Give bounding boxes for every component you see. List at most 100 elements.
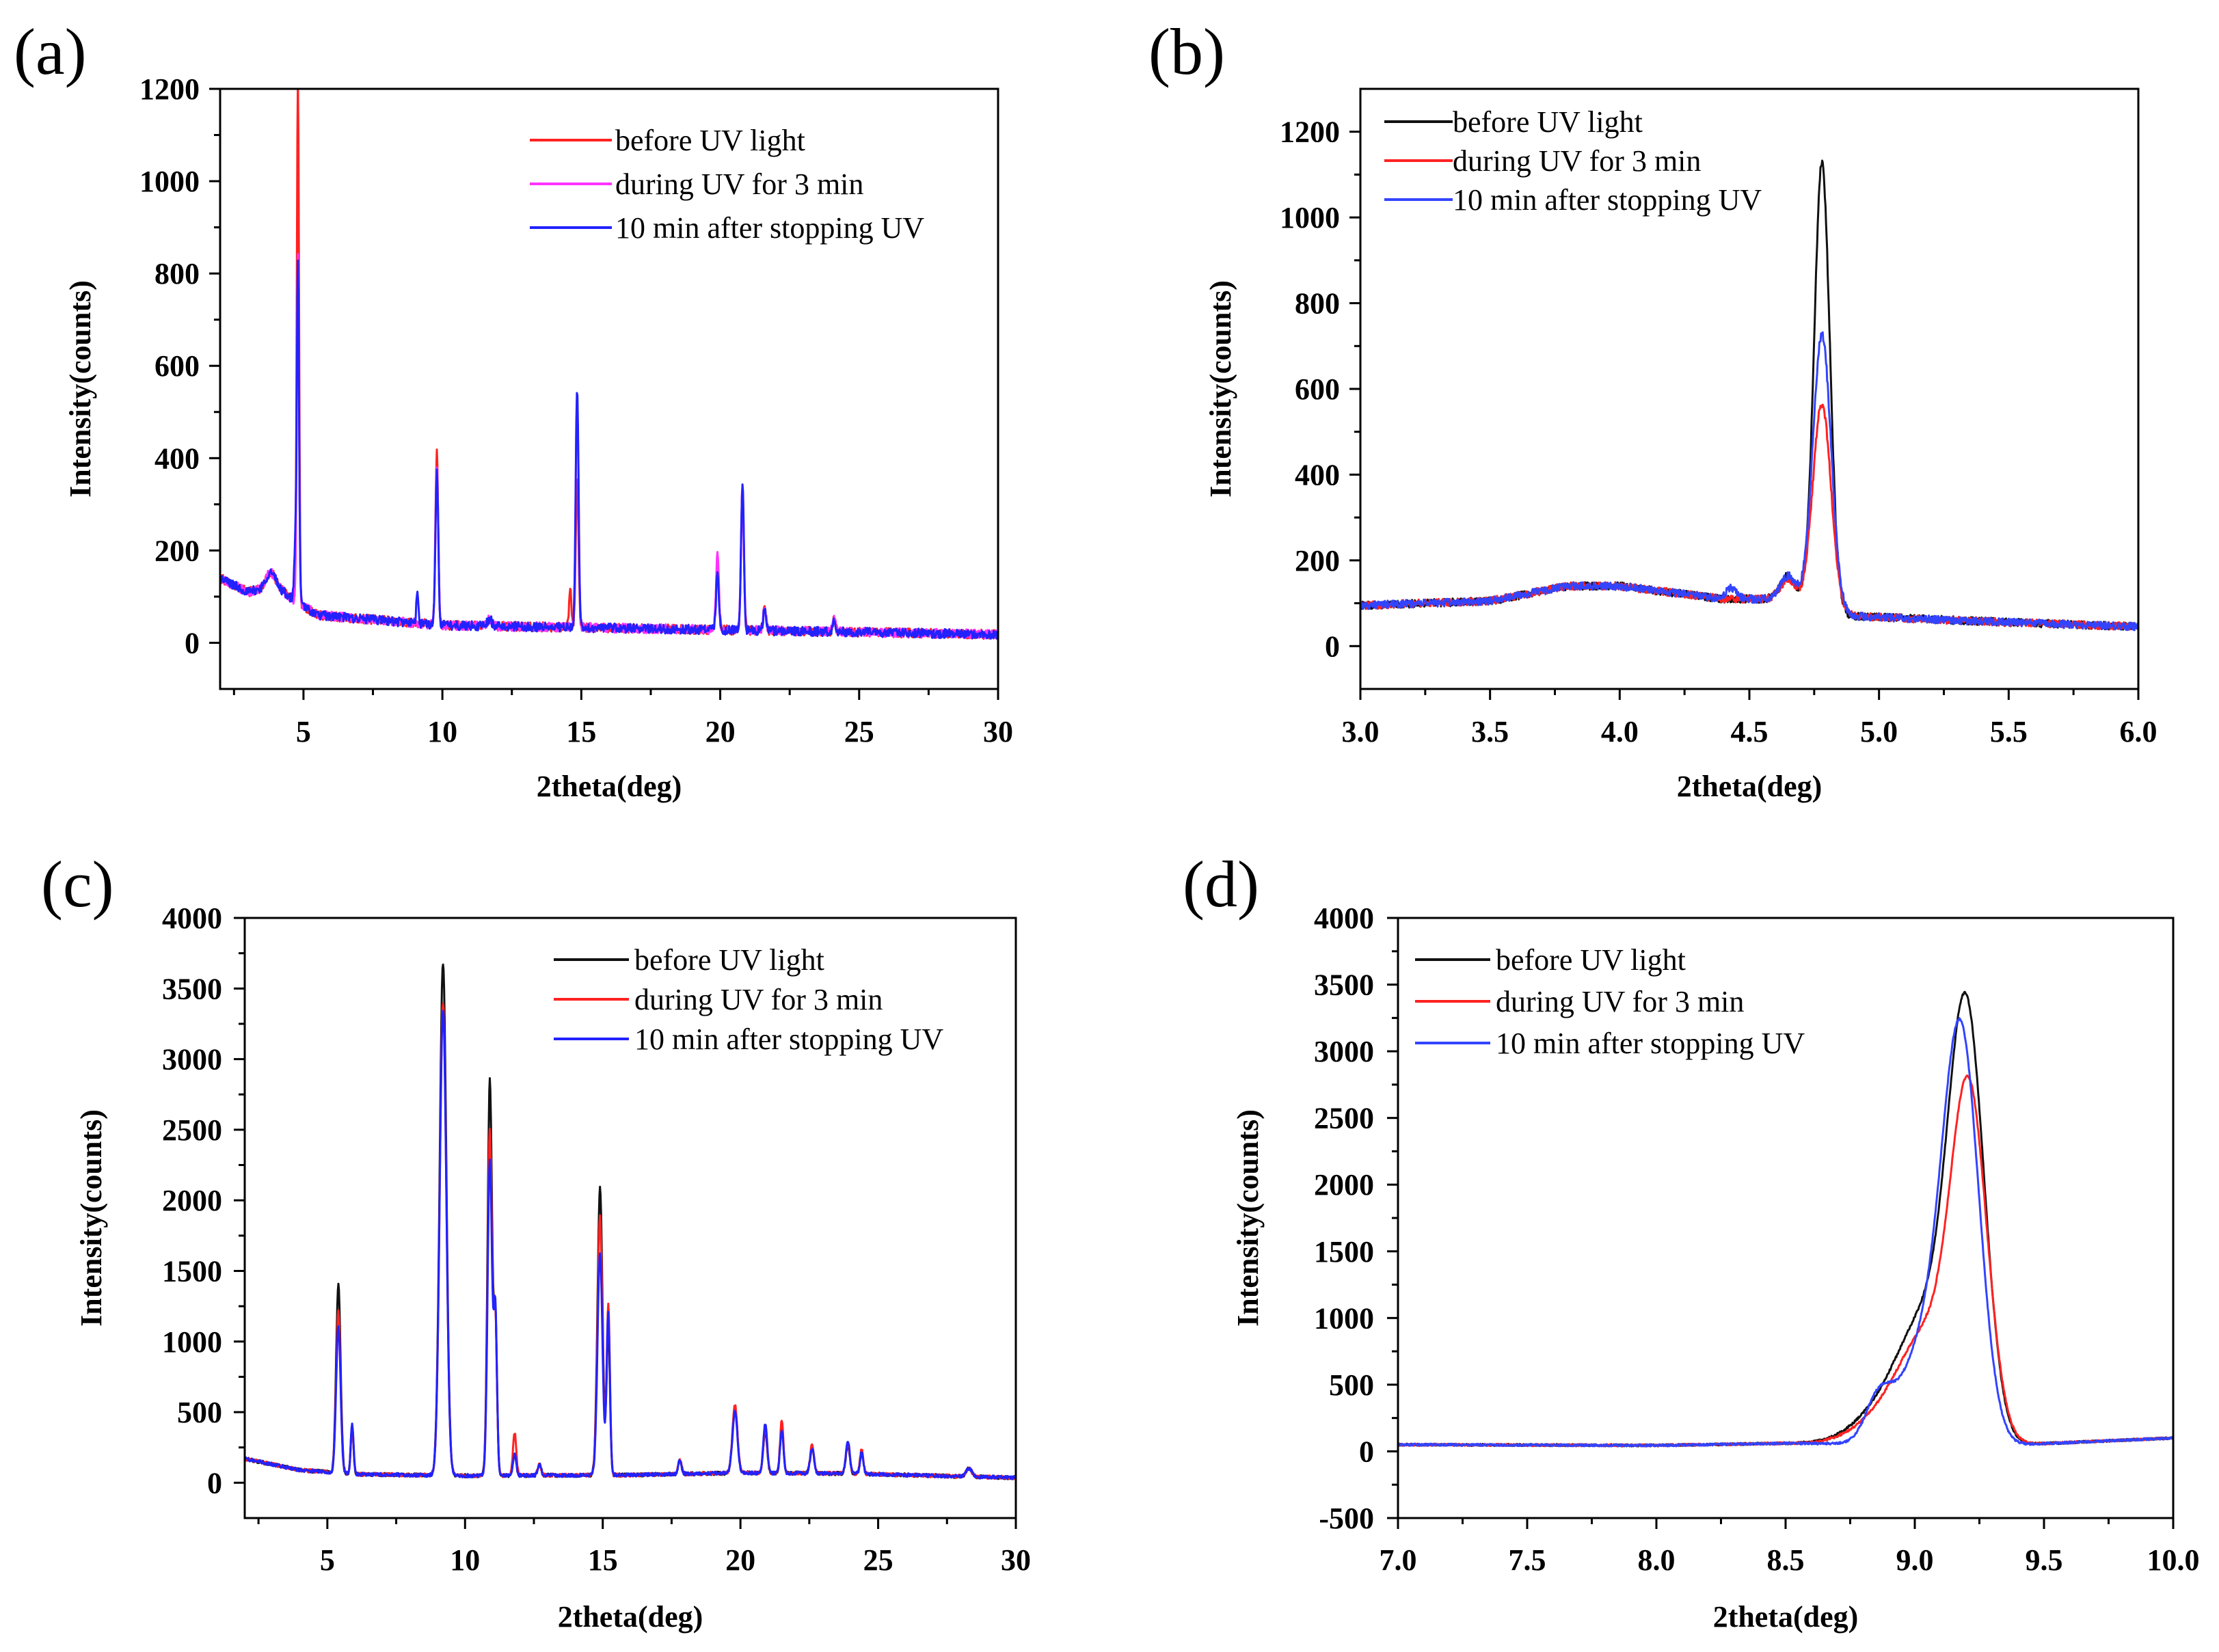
legend-label: before UV light: [615, 124, 805, 157]
series-line-3: [1398, 1017, 2173, 1448]
x-tick-label: 5: [296, 715, 311, 748]
series-line-1: [1398, 990, 2173, 1448]
series-line-2: [1398, 1074, 2173, 1448]
y-tick-label: 1200: [139, 72, 200, 106]
x-tick-label: 4.5: [1731, 715, 1769, 748]
y-tick-label: 500: [1329, 1368, 1374, 1402]
y-tick-label: 1000: [1314, 1301, 1374, 1335]
chart-panel-a: (a) 5 10 15 20 25 30 0 200 400 600 800 1000 1200 2thet…: [14, 15, 1013, 803]
x-tick-label: 7.5: [1509, 1543, 1546, 1577]
series-line-3: [1360, 331, 2138, 632]
series-line-2: [245, 1003, 1016, 1480]
y-tick-label: 400: [1295, 458, 1340, 491]
x-tick-label: 6.0: [2120, 715, 2157, 748]
x-tick-label: 3.0: [1342, 715, 1380, 748]
x-tick-label: 20: [705, 715, 736, 748]
legend-label: during UV for 3 min: [1496, 985, 1744, 1018]
legend-label: before UV light: [1496, 943, 1686, 977]
x-tick-label: 25: [863, 1543, 893, 1577]
y-tick-label: 1000: [139, 165, 200, 198]
legend-label: during UV for 3 min: [615, 167, 863, 201]
series-line-1: [220, 89, 998, 640]
y-tick-label: 200: [1295, 544, 1340, 578]
x-tick-label: 10: [427, 715, 457, 748]
y-tick-label: 0: [1359, 1435, 1374, 1468]
series-line-3: [220, 259, 998, 640]
y-tick-label: 600: [1295, 373, 1340, 406]
y-tick-label: 800: [1295, 287, 1340, 321]
y-tick-label: 1000: [162, 1325, 222, 1359]
legend-label: during UV for 3 min: [634, 983, 883, 1016]
panel-label: (b): [1148, 15, 1225, 88]
y-tick-label: 3000: [1314, 1035, 1374, 1068]
plot-frame: [243, 917, 1017, 1519]
x-tick-label: 10.0: [2147, 1543, 2200, 1577]
y-tick-label: 1200: [1280, 116, 1340, 149]
x-axis-title: 2theta(deg): [1677, 770, 1823, 803]
chart-panel-b: (b) 3.0 3.5 4.0 4.5 5.0 5.5 6.0 0 200 400 600 800 100…: [1148, 15, 2157, 803]
y-tick-label: 0: [185, 626, 200, 660]
legend-label: before UV light: [1453, 105, 1643, 139]
panel-label: (a): [14, 15, 87, 88]
y-tick-label: 2000: [1314, 1168, 1374, 1202]
series-line-3: [245, 1010, 1016, 1480]
x-axis-title: 2theta(deg): [537, 770, 682, 803]
legend-label: 10 min after stopping UV: [615, 211, 924, 245]
y-tick-label: 2000: [162, 1184, 222, 1217]
x-tick-label: 5: [320, 1543, 335, 1577]
legend-label: 10 min after stopping UV: [634, 1023, 943, 1056]
y-axis-title: Intensity(counts): [75, 1109, 108, 1327]
y-tick-label: 400: [154, 442, 200, 475]
y-tick-label: 500: [177, 1396, 222, 1429]
y-tick-label: 4000: [162, 902, 222, 935]
x-tick-label: 8.5: [1767, 1543, 1805, 1577]
x-tick-label: 9.0: [1896, 1543, 1934, 1577]
y-tick-label: 600: [154, 349, 200, 383]
y-tick-label: 0: [207, 1466, 222, 1500]
legend-label: during UV for 3 min: [1453, 144, 1701, 178]
legend-label: before UV light: [634, 943, 824, 977]
panel-label: (c): [41, 848, 114, 921]
series-line-1: [1360, 159, 2138, 631]
y-tick-label: 2500: [162, 1113, 222, 1147]
y-tick-label: 1500: [162, 1254, 222, 1288]
x-tick-label: 5.0: [1860, 715, 1898, 748]
y-tick-label: -500: [1319, 1502, 1374, 1535]
x-tick-label: 9.5: [2026, 1543, 2063, 1577]
y-tick-label: 4000: [1314, 902, 1374, 935]
chart-panel-c: (c) 5 10 15 20 25 30 0 500 1000 1500 2000 2500 3000 35…: [41, 848, 1031, 1634]
chart-panel-d: (d) 7.0 7.5 8.0 8.5 9.0 9.5 10.0 -500 0 500 1000 150…: [1183, 848, 2200, 1634]
x-tick-label: 4.0: [1601, 715, 1639, 748]
x-tick-label: 7.0: [1380, 1543, 1417, 1577]
plot-frame: [219, 87, 999, 690]
y-tick-label: 1000: [1280, 201, 1340, 234]
y-axis-title: Intensity(counts): [64, 280, 97, 498]
y-tick-label: 1500: [1314, 1235, 1374, 1269]
x-tick-label: 20: [725, 1543, 755, 1577]
x-axis-title: 2theta(deg): [1713, 1600, 1859, 1634]
y-tick-label: 3500: [1314, 969, 1374, 1002]
x-tick-label: 5.5: [1990, 715, 2028, 748]
x-tick-label: 10: [450, 1543, 480, 1577]
legend-label: 10 min after stopping UV: [1496, 1027, 1805, 1060]
x-tick-label: 15: [588, 1543, 618, 1577]
x-tick-label: 3.5: [1471, 715, 1509, 748]
y-tick-label: 3000: [162, 1043, 222, 1076]
legend-label: 10 min after stopping UV: [1453, 183, 1762, 217]
y-axis-title: Intensity(counts): [1231, 1109, 1265, 1327]
y-tick-label: 0: [1325, 629, 1340, 663]
panel-label: (d): [1183, 848, 1259, 921]
series-line-2: [220, 253, 998, 640]
y-tick-label: 800: [154, 257, 200, 290]
x-tick-label: 15: [566, 715, 596, 748]
x-tick-label: 30: [983, 715, 1013, 748]
x-tick-label: 25: [844, 715, 874, 748]
x-tick-label: 30: [1001, 1543, 1031, 1577]
y-axis-title: Intensity(counts): [1204, 280, 1237, 498]
x-axis-title: 2theta(deg): [558, 1600, 703, 1634]
x-tick-label: 8.0: [1638, 1543, 1676, 1577]
y-tick-label: 200: [154, 534, 200, 567]
y-tick-label: 3500: [162, 972, 222, 1005]
y-tick-label: 2500: [1314, 1102, 1374, 1135]
